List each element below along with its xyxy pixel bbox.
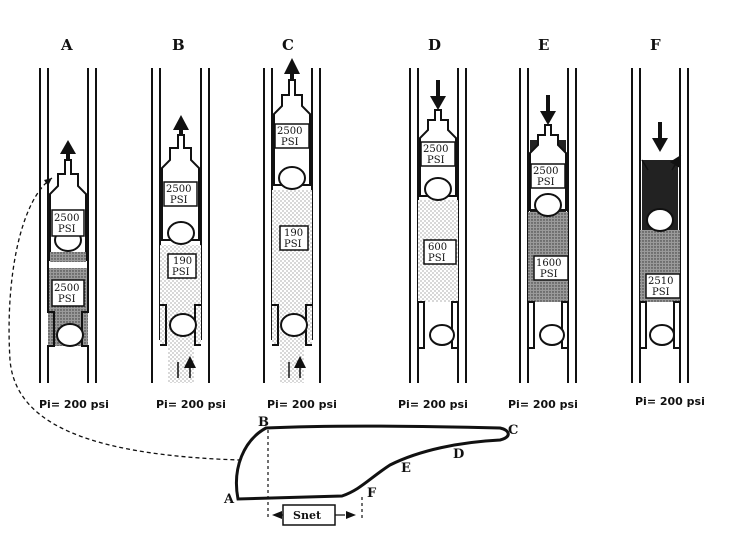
standing-valve-ball: [539, 324, 565, 346]
lower-pressure-box: [167, 253, 197, 279]
fluid-transfer-arrow-icon: [641, 160, 678, 171]
dynamometer-card: Snet A B C D E F: [223, 415, 518, 526]
stage-d: D 2500 PSI 600 PSI Pi= 200 psi: [398, 36, 468, 411]
up-arrow-icon: [284, 58, 300, 74]
stage-label-d: D: [428, 36, 441, 54]
standing-valve-seat: [418, 301, 458, 349]
lower-pressure-value: 190: [173, 256, 192, 267]
curve-point-f: F: [367, 486, 377, 501]
up-arrow-icon: [60, 140, 76, 154]
intake-pressure-label: Pi= 200 psi: [398, 398, 468, 411]
upper-pressure-box: [163, 181, 198, 207]
lower-pressure-value: 2500: [54, 283, 79, 294]
down-arrow-icon: [430, 96, 446, 110]
lower-pressure-box: [423, 239, 457, 265]
stage-b: B 2500 PSI 190 PSI Pi= 200 psi: [151, 36, 226, 411]
lower-pressure-value: 2510: [648, 276, 673, 287]
curve-point-e: E: [401, 461, 411, 476]
stage-label-e: E: [538, 36, 549, 54]
inflow-arrow-icon: [288, 362, 300, 378]
upper-pressure-box: [51, 209, 85, 237]
intake-pressure-label: Pi= 200 psi: [39, 398, 109, 411]
upper-pressure-value: 2500: [277, 126, 302, 137]
curve-point-a: A: [223, 492, 235, 507]
up-arrow-icon: [173, 115, 189, 130]
lower-pressure-unit: PSI: [172, 267, 190, 278]
curve-point-b: B: [258, 415, 269, 430]
dashed-link-line: [8, 177, 241, 461]
intake-pressure-label: Pi= 200 psi: [267, 398, 337, 411]
upper-pressure-value: 2500: [166, 184, 191, 195]
intake-pressure-label: Pi= 200 psi: [156, 398, 226, 411]
curve-point-c: C: [508, 423, 518, 438]
tube-wall: [151, 68, 210, 383]
upper-pressure-value: 2500: [54, 213, 79, 224]
lower-pressure-box: [645, 273, 681, 299]
standing-valve-ball: [56, 323, 84, 347]
standing-valve-ball: [169, 313, 197, 337]
stage-label-a: A: [60, 36, 73, 54]
snet-arrow-icon: [272, 511, 356, 519]
upper-pressure-unit: PSI: [58, 224, 76, 235]
traveling-valve-ball: [167, 221, 195, 245]
traveling-valve-ball: [534, 193, 562, 217]
inflow-arrow-icon: [177, 362, 190, 378]
stage-c: C 2500 PSI 190 PSI Pi= 200 psi: [263, 36, 337, 411]
snet-label: Snet: [293, 509, 322, 522]
stage-label-f: F: [650, 36, 661, 54]
standing-valve-seat: [640, 301, 680, 349]
standing-valve-seat: [528, 301, 568, 349]
upper-pressure-value: 2500: [423, 144, 448, 155]
down-arrow-icon: [540, 111, 556, 125]
lower-pressure-unit: PSI: [58, 294, 76, 305]
link-arrow-icon: [44, 178, 52, 186]
upper-pressure-unit: PSI: [281, 137, 299, 148]
upper-pressure-box: [420, 141, 456, 167]
curve-point-d: D: [453, 447, 464, 462]
plunger-base: [50, 252, 86, 262]
upper-pressure-box: [274, 123, 310, 149]
lower-pressure-value: 1600: [536, 258, 561, 269]
upper-pressure-unit: PSI: [537, 177, 555, 188]
lower-pressure-value: 190: [284, 228, 303, 239]
stage-e: E 2500 PSI 1600 PSI Pi= 200 psi: [508, 36, 578, 411]
stage-label-c: C: [282, 36, 294, 54]
lower-pressure-unit: PSI: [284, 239, 302, 250]
traveling-valve-ball: [278, 166, 306, 190]
upper-pressure-unit: PSI: [427, 155, 445, 166]
lower-pressure-box: [533, 255, 569, 281]
standing-valve-ball: [429, 324, 455, 346]
lower-pressure-unit: PSI: [540, 269, 558, 280]
standing-valve-ball: [649, 324, 675, 346]
intake-pressure-label: Pi= 200 psi: [635, 395, 705, 408]
tube-wall: [39, 68, 97, 383]
stage-f: F 2510 PSI Pi= 200 psi: [631, 36, 705, 408]
lower-pressure-unit: PSI: [652, 287, 670, 298]
lower-pressure-unit: PSI: [428, 253, 446, 264]
lower-pressure-value: 600: [428, 242, 447, 253]
traveling-valve-ball: [424, 177, 452, 201]
upper-pressure-value: 2500: [533, 166, 558, 177]
upper-pressure-box: [530, 163, 566, 189]
traveling-valve-ball: [646, 208, 674, 232]
down-arrow-icon: [652, 138, 668, 152]
card-outline: [234, 424, 510, 501]
stage-label-b: B: [172, 36, 185, 54]
tube-wall: [631, 68, 689, 383]
upper-pressure-unit: PSI: [170, 195, 188, 206]
standing-valve-ball: [280, 313, 308, 337]
stage-a: A 2500 PSI 2500 PSI Pi= 200 psi: [39, 36, 109, 411]
lower-pressure-box: [279, 225, 309, 251]
lower-pressure-box: [51, 279, 85, 307]
intake-pressure-label: Pi= 200 psi: [508, 398, 578, 411]
snet-box: [282, 504, 336, 526]
